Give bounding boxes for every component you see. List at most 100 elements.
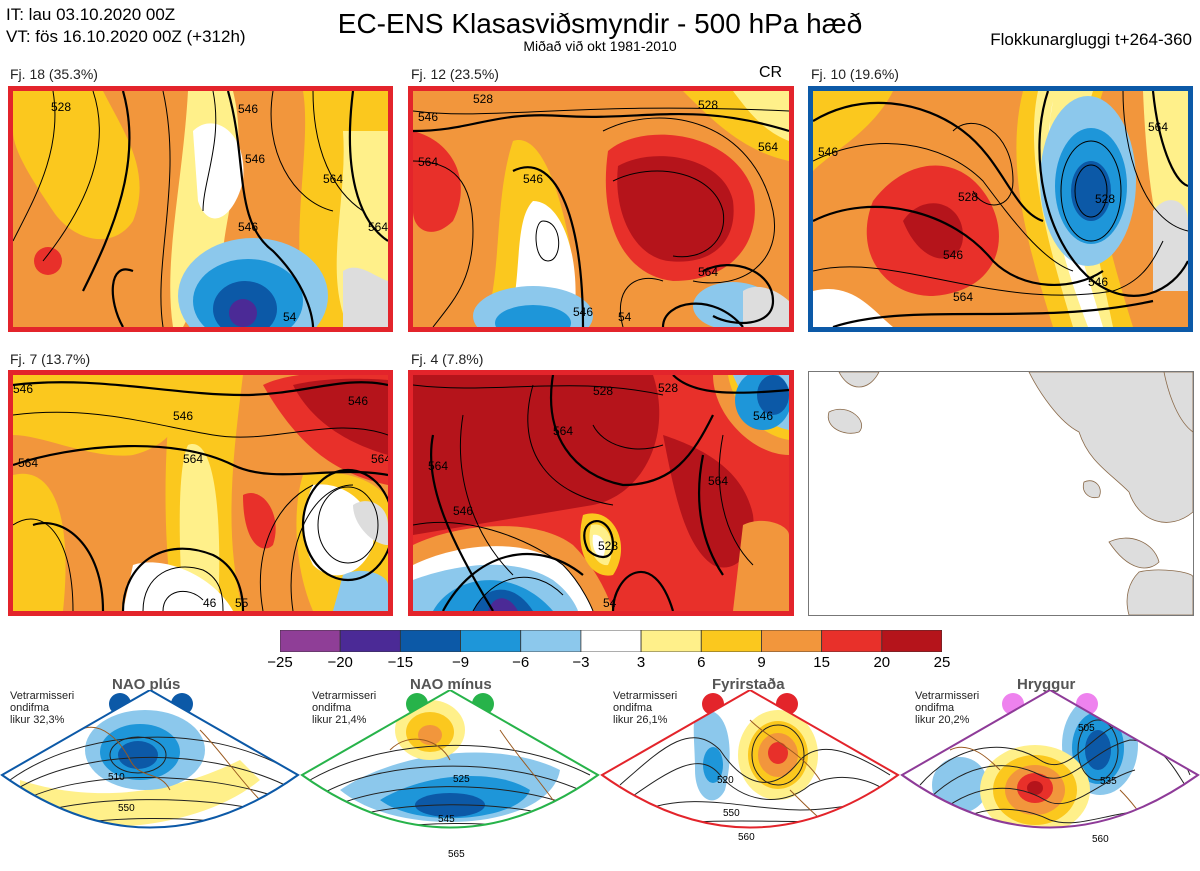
contour-label: 564 <box>953 290 973 304</box>
colorbar-segment <box>580 629 642 653</box>
contour-label: 546 <box>245 152 265 166</box>
contour-label: 564 <box>428 459 448 473</box>
colorbar-tick-label: 20 <box>873 654 891 671</box>
contour-label: 520 <box>717 775 734 786</box>
contour-label: 545 <box>438 814 455 825</box>
contour-label: 564 <box>553 424 573 438</box>
regime-3-note: Vetrarmisseri ondifma likur 26,1% <box>613 690 678 726</box>
contour-label: 528 <box>658 381 678 395</box>
contour-label: 546 <box>238 102 258 116</box>
contour-label: 54 <box>618 310 632 324</box>
contour-label: 564 <box>708 474 728 488</box>
regime-1-note: Vetrarmisseri ondifma likur 32,3% <box>10 690 75 726</box>
cluster-3-map: 528 528 546 546 546 564 564 <box>808 86 1193 332</box>
colorbar-tick-label: −15 <box>387 654 414 671</box>
init-time: IT: lau 03.10.2020 00Z <box>6 5 176 24</box>
cluster-1-label: Fj. 18 (35.3%) <box>10 66 98 82</box>
contour-label: 565 <box>448 849 465 860</box>
regime-2-map: 525 545 565 <box>300 690 600 860</box>
contour-label: 55 <box>235 596 249 610</box>
contour-label: 525 <box>453 774 470 785</box>
page-subtitle: Miðað við okt 1981-2010 <box>523 38 677 54</box>
colorbar-segment <box>761 629 823 653</box>
cluster-4-map: 546 546 564 564 564 546 46 55 <box>8 370 393 616</box>
colorbar-segment <box>640 629 702 653</box>
colorbar-segment <box>700 629 762 653</box>
contour-label: 560 <box>738 832 755 843</box>
regime-1-map: 510 550 <box>0 690 300 829</box>
cluster-1-map: 528 546 546 564 564 546 54 <box>8 86 393 332</box>
colorbar-tick-label: 15 <box>813 654 830 671</box>
colorbar-segment <box>399 629 461 653</box>
colorbar-segment <box>520 629 582 653</box>
contour-label: 54 <box>283 310 297 324</box>
colorbar-segment <box>339 629 401 653</box>
anomaly-colorbar <box>279 629 943 653</box>
colorbar-tick-label: −20 <box>327 654 353 671</box>
colorbar-segment <box>821 629 883 653</box>
cluster-5-map: 528 546 564 528 564 528 546 564 54 <box>408 370 794 616</box>
cluster-2-label: Fj. 12 (23.5%) <box>411 66 499 82</box>
cluster-2-map: 528 528 546 564 564 546 546 564 54 <box>408 86 794 332</box>
colorbar-tick-label: 25 <box>933 654 951 671</box>
colorbar-tick-label: −6 <box>512 654 530 671</box>
contour-label: 564 <box>1148 120 1168 134</box>
contour-label: 546 <box>943 248 963 262</box>
contour-label: 46 <box>203 596 217 610</box>
contour-label: 564 <box>183 452 203 466</box>
contour-label: 528 <box>958 190 978 204</box>
cluster-3-label: Fj. 10 (19.6%) <box>811 66 899 82</box>
contour-label: 510 <box>108 772 125 783</box>
contour-label: 546 <box>573 305 593 319</box>
contour-label: 528 <box>473 92 493 106</box>
colorbar-tick-label: −25 <box>267 654 293 671</box>
colorbar-ticks: −25 −20 −15 −9 −6 −3 3 6 9 15 20 25 <box>260 654 960 674</box>
regime-2-note: Vetrarmisseri ondifma likur 21,4% <box>312 690 377 726</box>
page-title: EC-ENS Klasasviðsmyndir - 500 hPa hæð <box>337 8 863 39</box>
contour-label: 550 <box>723 808 740 819</box>
colorbar-segment <box>279 629 341 653</box>
cluster-5-label: Fj. 4 (7.8%) <box>411 351 484 367</box>
contour-label: 546 <box>1088 275 1108 289</box>
contour-label: 546 <box>13 382 33 396</box>
regime-4-map: 505 535 560 <box>900 690 1200 845</box>
reference-coastline-map <box>808 371 1194 616</box>
regime-1-name: NAO plús <box>112 676 181 693</box>
regime-3-map: 520 550 560 <box>600 690 900 843</box>
contour-label: 564 <box>758 140 778 154</box>
cluster-4-label: Fj. 7 (13.7%) <box>10 351 91 367</box>
regime-4-note: Vetrarmisseri ondifma likur 20,2% <box>915 690 980 726</box>
colorbar-tick-label: 6 <box>697 654 706 671</box>
colorbar-segment <box>460 629 522 653</box>
valid-time: VT: fös 16.10.2020 00Z (+312h) <box>6 27 246 46</box>
contour-label: 546 <box>173 409 193 423</box>
contour-label: 535 <box>1100 776 1117 787</box>
colorbar-tick-label: −3 <box>572 654 590 671</box>
contour-label: 550 <box>118 803 135 814</box>
contour-label: 505 <box>1078 723 1095 734</box>
contour-label: 546 <box>818 145 838 159</box>
contour-label: 528 <box>598 539 618 553</box>
contour-label: 546 <box>453 504 473 518</box>
contour-label: 564 <box>368 220 388 234</box>
regime-2-name: NAO mínus <box>410 676 492 693</box>
classification-window: Flokkunargluggi t+264-360 <box>990 30 1192 49</box>
contour-label: 564 <box>323 172 343 186</box>
contour-label: 528 <box>593 384 613 398</box>
contour-label: 564 <box>371 452 388 466</box>
contour-label: 560 <box>1092 834 1109 845</box>
contour-label: 546 <box>418 110 438 124</box>
run-info: IT: lau 03.10.2020 00Z VT: fös 16.10.202… <box>6 4 246 48</box>
contour-label: 528 <box>51 100 71 114</box>
regime-4-name: Hryggur <box>1017 676 1076 693</box>
colorbar-segment <box>881 629 943 653</box>
contour-label: 564 <box>18 456 38 470</box>
contour-label: 528 <box>1095 192 1115 206</box>
contour-label: 546 <box>523 172 543 186</box>
control-run-tag: CR <box>759 64 783 81</box>
regime-3-name: Fyrirstaða <box>712 676 785 693</box>
contour-label: 564 <box>698 265 718 279</box>
colorbar-tick-label: 3 <box>636 654 646 671</box>
colorbar-tick-label: −9 <box>451 654 470 671</box>
contour-label: 546 <box>348 394 368 408</box>
